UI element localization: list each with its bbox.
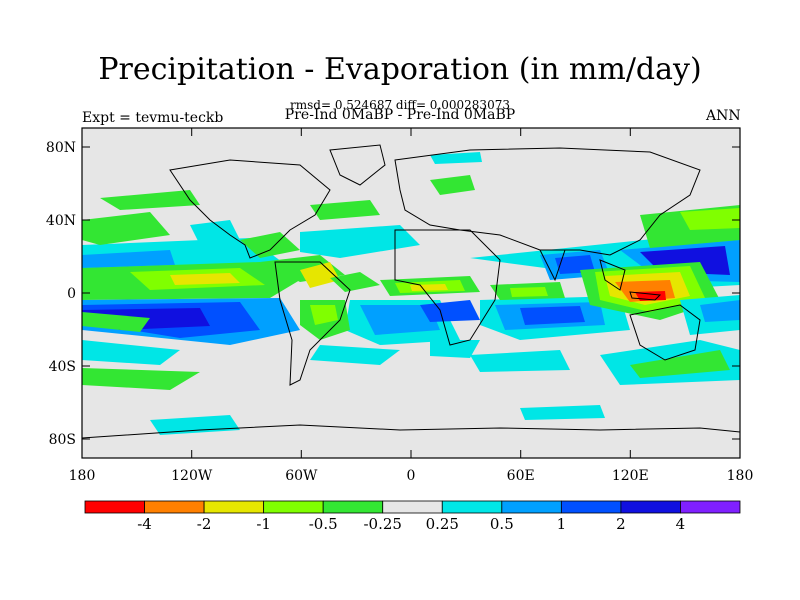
colorbar-swatch — [144, 500, 205, 514]
x-tick-label: 60E — [507, 468, 535, 484]
stats-line: rmsd= 0.524687 diff= 0.000283073 — [290, 98, 510, 112]
colorbar-swatch — [203, 500, 265, 514]
colorbar-label: 0.25 — [425, 515, 459, 533]
colorbar-swatch — [322, 500, 384, 514]
colorbar-label: -4 — [137, 515, 152, 533]
y-tick-label: 80N — [46, 140, 76, 156]
colorbar-label: -0.5 — [308, 515, 338, 533]
colorbar-swatch — [84, 500, 145, 514]
y-tick-label: 0 — [67, 286, 76, 302]
x-tick-label: 120E — [612, 468, 649, 484]
x-tick-label: 60W — [285, 468, 318, 484]
colorbar-swatch — [263, 500, 324, 514]
x-tick-label: 120W — [171, 468, 213, 484]
y-tick-label: 80S — [49, 432, 76, 448]
colorbar-swatch — [560, 500, 622, 514]
map-title: Precipitation - Evaporation (in mm/day) — [98, 52, 702, 87]
colorbar-swatch — [680, 500, 741, 514]
subtitle: Pre-Ind 0MaBP - Pre-Ind 0MaBP — [284, 107, 516, 123]
precip-field — [82, 152, 740, 435]
colorbar-swatch — [501, 500, 562, 514]
colorbar-label: -1 — [256, 515, 271, 533]
colorbar-swatch — [620, 500, 681, 514]
x-tick-label: 180 — [727, 468, 754, 484]
y-tick-label: 40N — [46, 213, 76, 229]
x-axis — [81, 128, 741, 458]
colorbar — [84, 500, 741, 514]
colorbar-swatch — [441, 500, 503, 514]
colorbar-label: -0.25 — [363, 515, 402, 533]
colorbar-label: 4 — [675, 515, 686, 533]
colorbar-label: -2 — [196, 515, 212, 533]
x-tick-label: 180 — [69, 468, 96, 484]
coastlines — [81, 144, 741, 439]
y-axis — [82, 146, 740, 440]
y-tick-label: 40S — [49, 359, 76, 375]
experiment-label: Expt = tevmu-teckb — [82, 110, 224, 126]
x-tick-label: 0 — [407, 468, 416, 484]
colorbar-label: 2 — [616, 515, 626, 533]
colorbar-swatch — [382, 500, 443, 514]
season-label: ANN — [706, 108, 741, 124]
colorbar-label: 0.5 — [489, 515, 514, 533]
colorbar-label: 1 — [556, 515, 567, 533]
